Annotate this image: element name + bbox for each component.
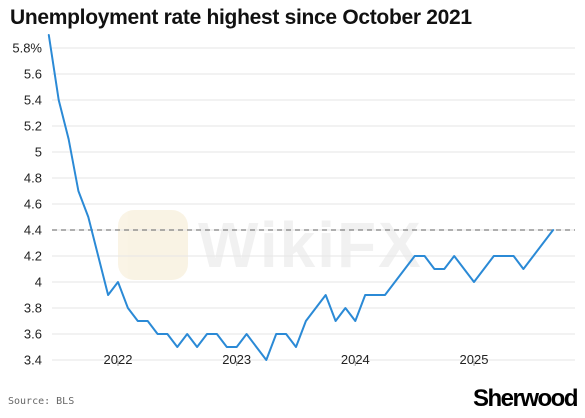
x-tick-label: 2025 [460, 352, 489, 367]
x-tick-label: 2024 [341, 352, 370, 367]
y-tick-label: 5.4 [24, 93, 42, 108]
y-tick-label: 4.8 [24, 171, 42, 186]
y-tick-label: 5.2 [24, 119, 42, 134]
source-note: Source: BLS [8, 396, 75, 407]
series-line-unemployment [47, 34, 555, 361]
y-axis-ticks: 5.8% 5.6 5.4 5.2 5 4.8 4.6 4.4 4.2 4 3.8 3.6 3.4 [12, 41, 42, 368]
y-tick-label: 3.6 [24, 327, 42, 342]
x-tick-label: 2023 [222, 352, 251, 367]
x-axis-ticks: 2022 2023 2024 2025 [104, 352, 489, 367]
brand-logo: Sherwood [472, 385, 579, 412]
y-tick-label: 4.6 [24, 197, 42, 212]
y-tick-label: 5.8% [12, 41, 42, 56]
y-tick-label: 5 [35, 145, 42, 160]
y-tick-label: 4.4 [24, 223, 42, 238]
y-tick-label: 5.6 [24, 67, 42, 82]
y-tick-label: 4 [35, 275, 42, 290]
y-tick-label: 3.4 [24, 353, 42, 368]
grid-lines [52, 47, 575, 361]
y-tick-label: 4.2 [24, 249, 42, 264]
x-tick-label: 2022 [104, 352, 133, 367]
y-tick-label: 3.8 [24, 301, 42, 316]
chart-title: Unemployment rate highest since October … [10, 6, 472, 29]
